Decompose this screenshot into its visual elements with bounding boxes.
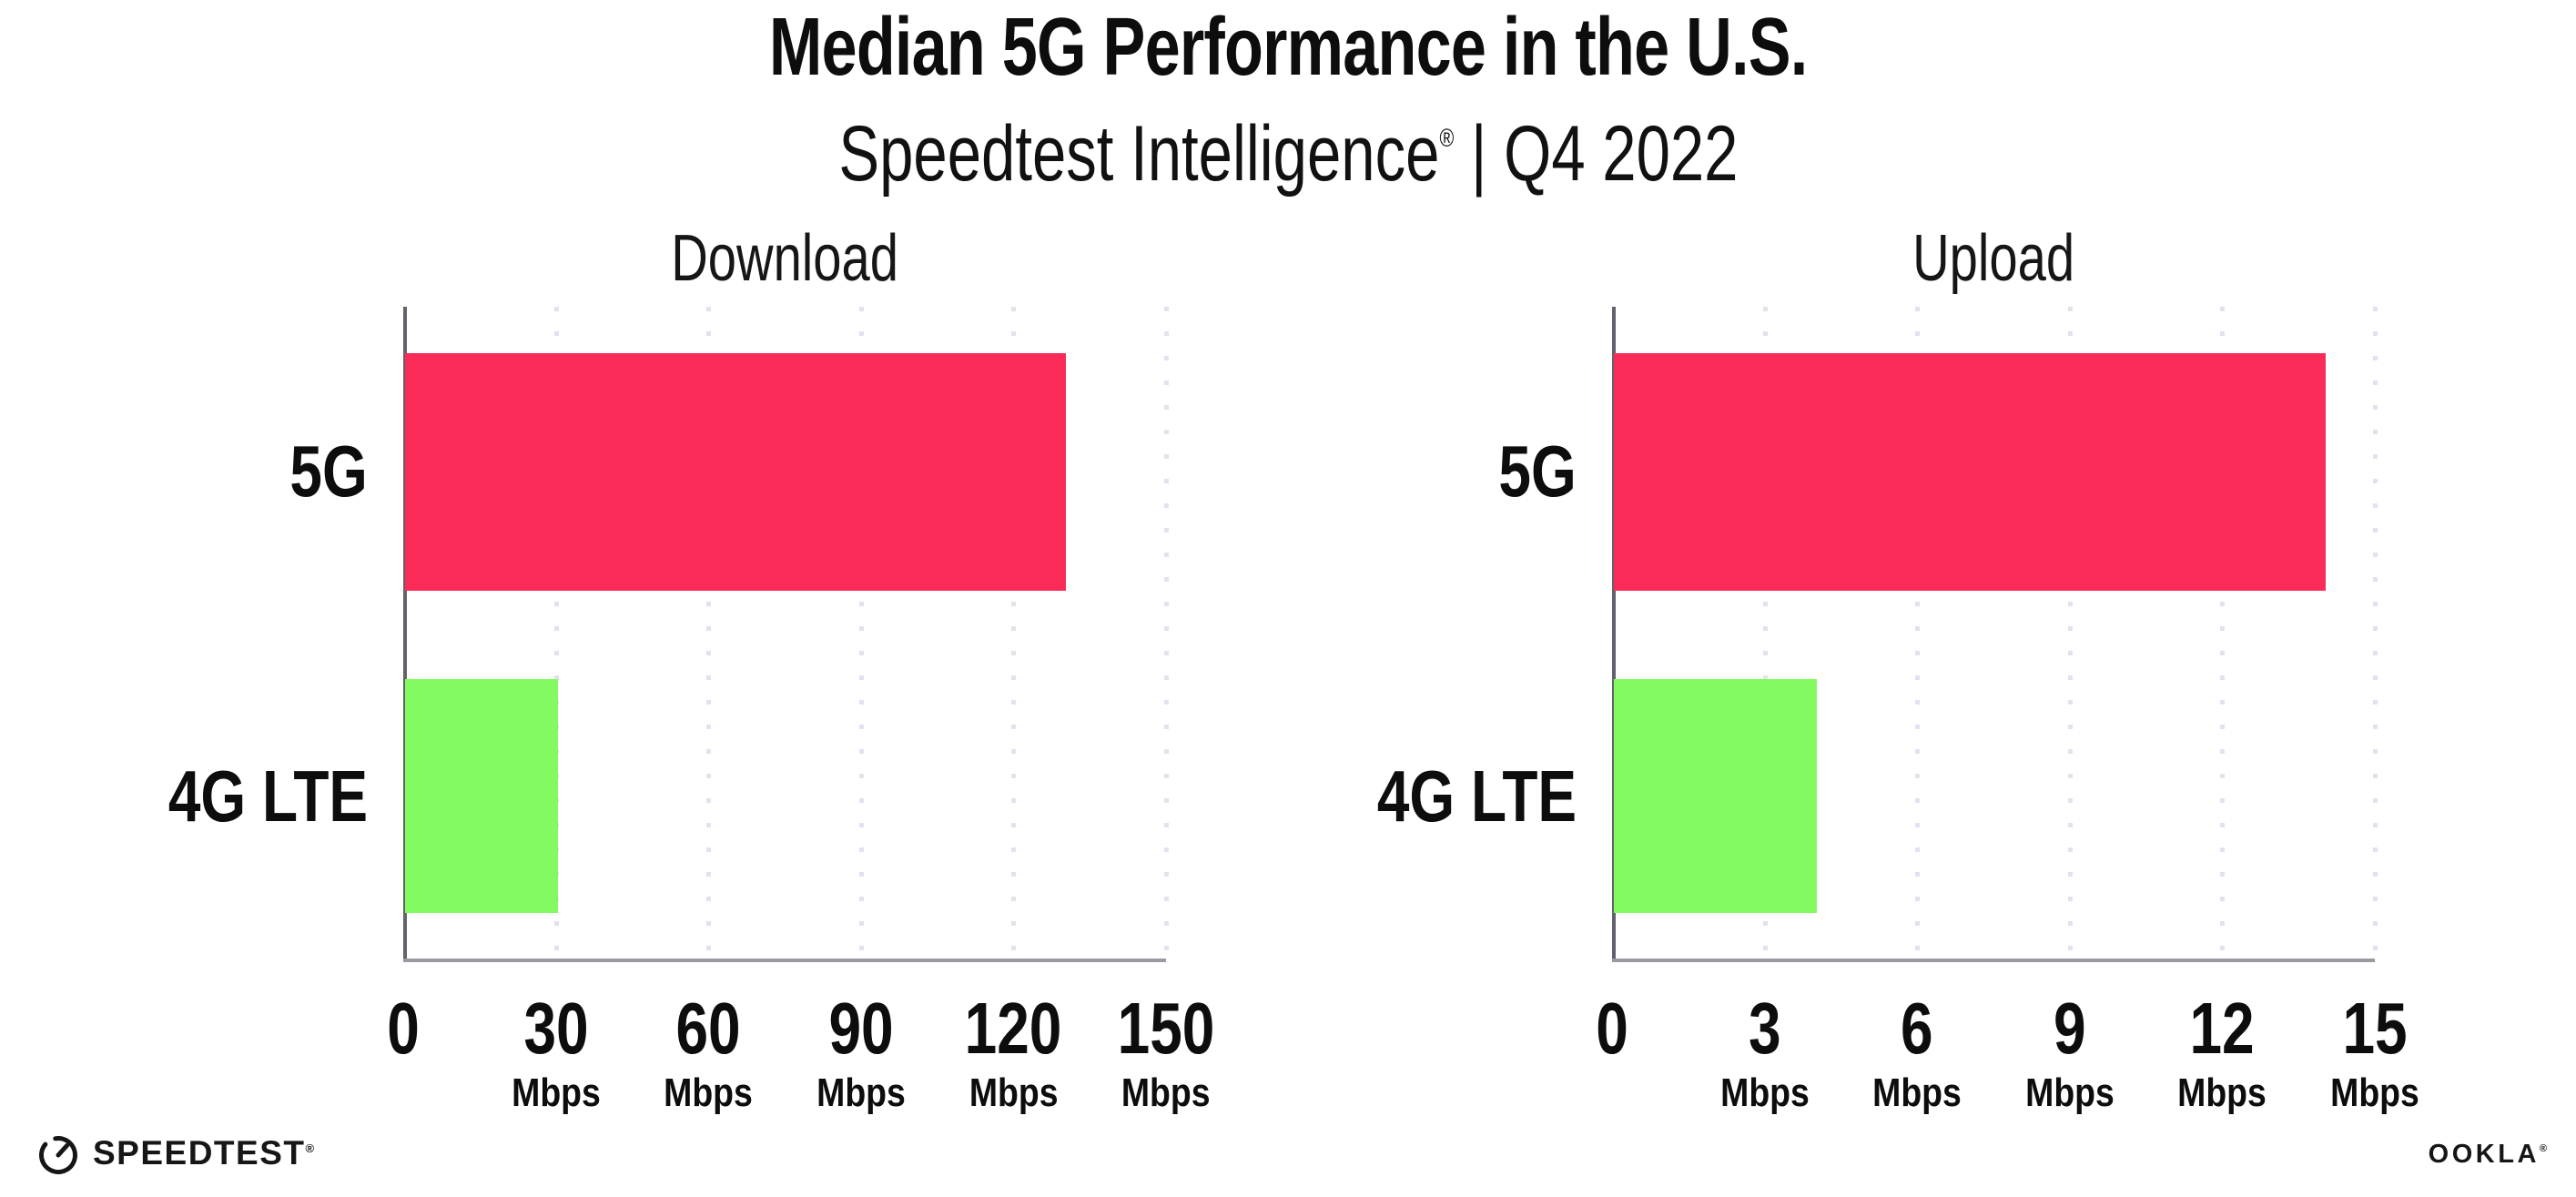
category-label-upload-5g-text: 5G <box>1498 431 1577 512</box>
gridline <box>1164 307 1169 959</box>
category-label-download-5g-text: 5G <box>289 431 368 512</box>
x-tick-unit: Mbps <box>511 1070 601 1115</box>
gridline <box>1011 307 1017 959</box>
bar-download-4g-lte <box>405 679 558 913</box>
x-tick-unit: Mbps <box>1719 1070 1810 1115</box>
ookla-trademark: ® <box>2539 1143 2547 1154</box>
x-tick-unit: Mbps <box>969 1070 1059 1115</box>
page-subtitle: Speedtest Intelligence® | Q4 2022 <box>0 91 2576 201</box>
chart-title-upload: Upload <box>1612 222 2375 295</box>
x-tick-label: 15 <box>2342 988 2408 1069</box>
speedtest-gauge-icon <box>36 1131 80 1175</box>
x-tick-unit: Mbps <box>1872 1070 1962 1115</box>
subtitle-period: Q4 2022 <box>1503 110 1739 198</box>
registered-mark: ® <box>1439 124 1454 152</box>
speedtest-wordmark: SPEEDTEST® <box>93 1134 314 1172</box>
speedtest-wordmark-text: SPEEDTEST <box>93 1134 306 1172</box>
x-axis-upload: 0 3 Mbps 6 Mbps 9 Mbps 12 Mbps 15 Mbps <box>1596 990 2419 1154</box>
x-tick: 15 Mbps <box>2323 990 2428 1116</box>
x-tick-unit: Mbps <box>2330 1070 2419 1115</box>
x-tick-label: 150 <box>1117 988 1215 1069</box>
x-tick: 150 Mbps <box>1105 990 1226 1116</box>
x-tick: 0 <box>383 990 424 1067</box>
x-axis-download: 0 30 Mbps 60 Mbps 90 Mbps 120 Mbps 150 M… <box>387 990 1214 1154</box>
x-tick-label: 6 <box>1901 988 1933 1069</box>
x-tick: 9 Mbps <box>2017 990 2122 1116</box>
x-axis-line <box>1612 959 2375 962</box>
x-tick-unit: Mbps <box>816 1070 906 1115</box>
x-tick: 0 <box>1592 990 1633 1067</box>
page-title: Median 5G Performance in the U.S. <box>0 0 2576 95</box>
page-title-text: Median 5G Performance in the U.S. <box>768 2 1808 93</box>
x-tick: 12 Mbps <box>2170 990 2275 1116</box>
x-tick-label: 12 <box>2189 988 2255 1069</box>
chart-title-upload-text: Upload <box>1912 222 2074 295</box>
chart-title-download: Download <box>403 222 1166 295</box>
gridline <box>706 307 712 959</box>
category-label-upload-4g-lte: 4G LTE <box>1267 759 1577 834</box>
x-tick-unit: Mbps <box>2024 1070 2115 1115</box>
gridline <box>2067 307 2073 959</box>
gridline <box>1762 307 1768 959</box>
category-label-download-5g: 5G <box>58 434 368 509</box>
plot-area-upload <box>1612 307 2378 962</box>
x-tick: 6 Mbps <box>1865 990 1970 1116</box>
subtitle-brand: Speedtest Intelligence <box>837 110 1440 198</box>
speedtest-logo: SPEEDTEST® <box>36 1131 314 1175</box>
category-label-download-4g-lte-text: 4G LTE <box>167 756 368 837</box>
x-tick-label: 0 <box>1596 988 1628 1069</box>
bar-upload-5g <box>1614 353 2327 591</box>
x-tick-label: 90 <box>828 988 894 1069</box>
x-tick-unit: Mbps <box>2177 1070 2267 1115</box>
ookla-logo: OOKLA® <box>2429 1140 2547 1170</box>
gridline <box>553 307 559 959</box>
gridline <box>1915 307 1921 959</box>
x-axis-line <box>403 959 1166 962</box>
x-tick: 3 Mbps <box>1712 990 1817 1116</box>
speedtest-trademark: ® <box>305 1141 315 1155</box>
bar-download-5g <box>405 353 1067 591</box>
category-label-upload-4g-lte-text: 4G LTE <box>1376 756 1577 837</box>
x-tick: 30 Mbps <box>503 990 608 1116</box>
y-axis-line <box>1612 307 1616 960</box>
x-tick-label: 9 <box>2053 988 2086 1069</box>
plot-area-download <box>403 307 1169 962</box>
x-tick-label: 3 <box>1748 988 1781 1069</box>
x-tick-label: 30 <box>523 988 589 1069</box>
ookla-wordmark-text: OOKLA <box>2428 1140 2540 1169</box>
x-tick-unit: Mbps <box>1121 1070 1211 1115</box>
x-tick: 90 Mbps <box>808 990 913 1116</box>
gridline <box>2220 307 2226 959</box>
x-tick-label: 120 <box>964 988 1062 1069</box>
x-tick: 60 Mbps <box>656 990 761 1116</box>
x-tick-unit: Mbps <box>664 1070 754 1115</box>
x-tick-label: 0 <box>387 988 420 1069</box>
gridline <box>858 307 864 959</box>
x-tick: 120 Mbps <box>953 990 1074 1116</box>
gridline <box>2373 307 2378 959</box>
y-axis-line <box>403 307 407 960</box>
chart-title-download-text: Download <box>671 222 898 295</box>
bar-upload-4g-lte <box>1614 679 1818 913</box>
category-label-upload-5g: 5G <box>1267 434 1577 509</box>
subtitle-separator: | <box>1470 110 1486 198</box>
x-tick-label: 60 <box>675 988 741 1069</box>
category-label-download-4g-lte: 4G LTE <box>58 759 368 834</box>
